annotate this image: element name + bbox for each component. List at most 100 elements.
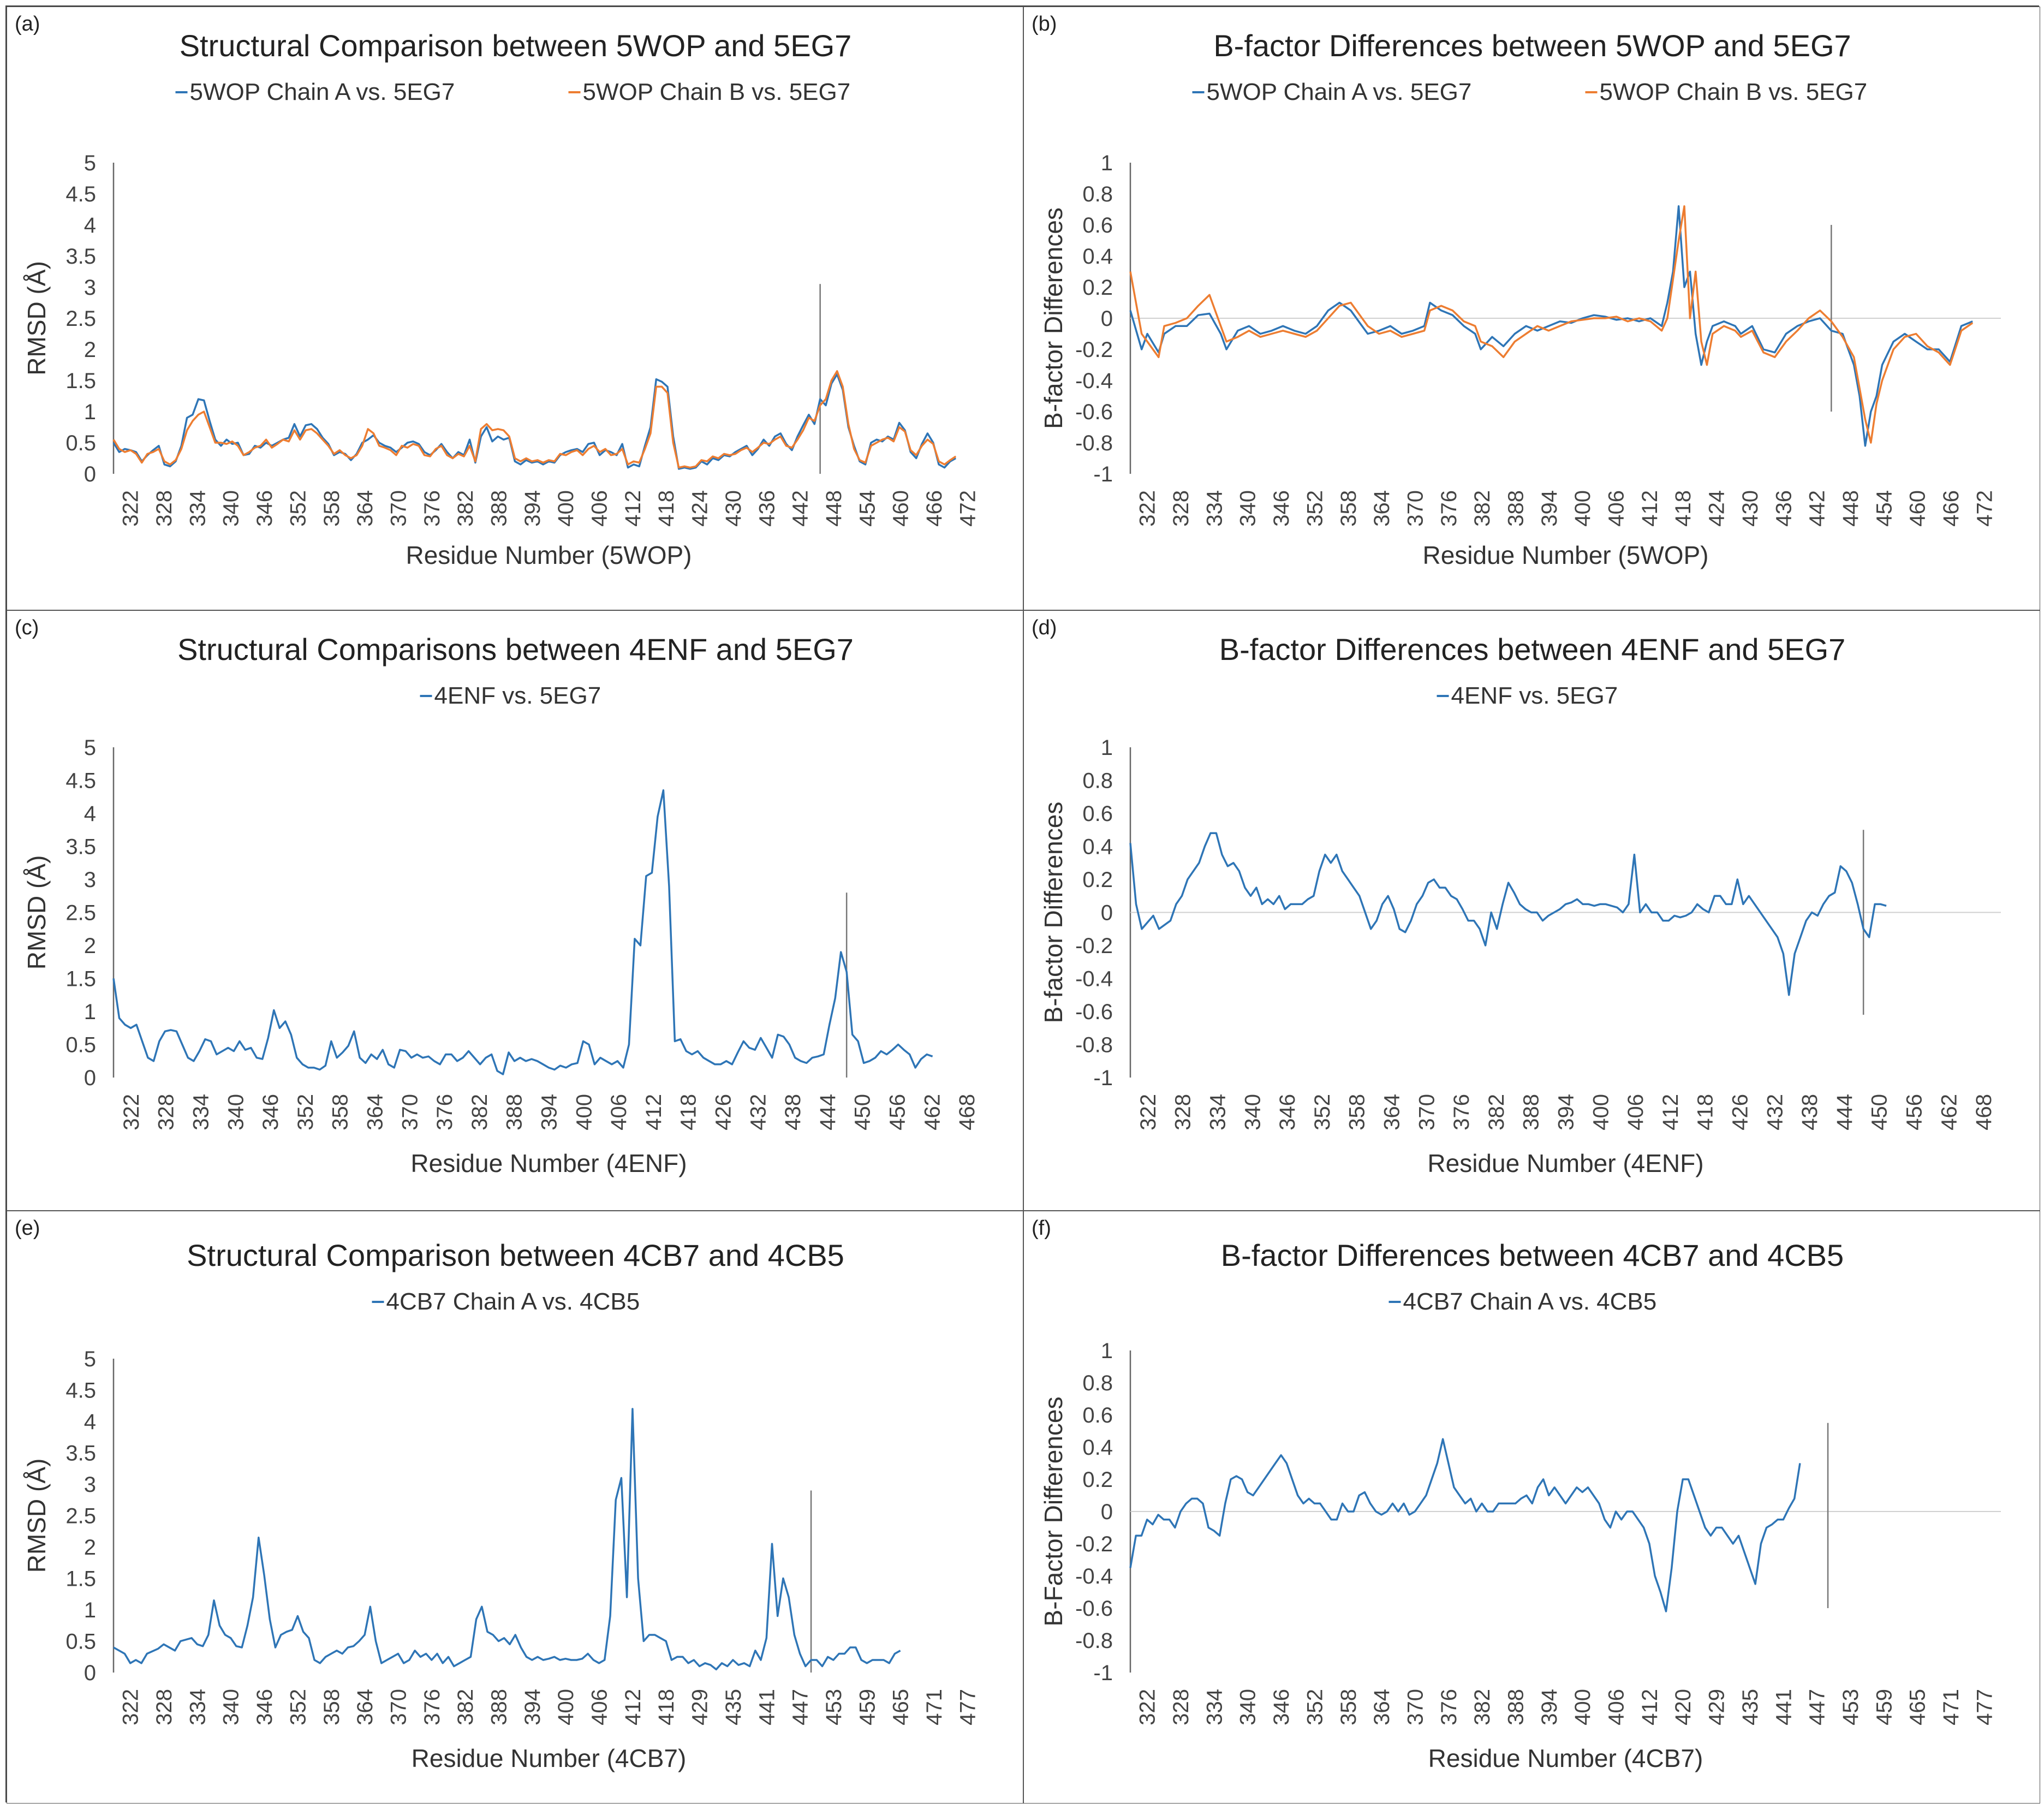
chart-title: B-factor Differences between 5WOP and 5E… bbox=[1213, 28, 1851, 63]
x-tick-label: 400 bbox=[1571, 490, 1595, 527]
y-tick-label: 0.2 bbox=[1082, 276, 1113, 300]
x-tick-label: 468 bbox=[1972, 1094, 1996, 1130]
x-tick-label: 346 bbox=[253, 490, 277, 527]
x-tick-label: 429 bbox=[1705, 1689, 1729, 1725]
series-line bbox=[112, 370, 957, 469]
x-tick-label: 352 bbox=[1303, 1689, 1327, 1725]
x-tick-label: 460 bbox=[889, 490, 913, 527]
x-axis-label: Residue Number (5WOP) bbox=[1422, 541, 1708, 569]
chart-d: B-factor Differences between 4ENF and 5E… bbox=[1039, 632, 2001, 1177]
x-tick-label: 400 bbox=[554, 1689, 578, 1725]
chart-title: Structural Comparisons between 4ENF and … bbox=[177, 632, 854, 667]
y-tick-label: 2 bbox=[84, 338, 96, 362]
x-axis-label: Residue Number (4CB7) bbox=[412, 1744, 687, 1772]
y-tick-label: 1 bbox=[1101, 736, 1113, 760]
y-tick-label: 3 bbox=[84, 276, 96, 300]
y-tick-label: 3.5 bbox=[65, 245, 96, 269]
chart-title: Structural Comparison between 4CB7 and 4… bbox=[187, 1238, 844, 1272]
y-axis-label: RMSD (Å) bbox=[22, 1459, 51, 1573]
x-tick-label: 412 bbox=[1638, 490, 1662, 527]
x-axis-label: Residue Number (4ENF) bbox=[410, 1149, 687, 1177]
x-axis-label: Residue Number (4CB7) bbox=[1428, 1744, 1703, 1772]
y-tick-label: 2.5 bbox=[65, 901, 96, 925]
x-tick-label: 430 bbox=[722, 490, 746, 527]
y-tick-label: 4 bbox=[84, 802, 96, 826]
x-tick-label: 364 bbox=[1370, 490, 1394, 527]
y-axis-label: B-factor Differences bbox=[1039, 802, 1068, 1023]
x-tick-label: 466 bbox=[922, 490, 946, 527]
x-tick-label: 412 bbox=[642, 1094, 666, 1130]
y-tick-label: 2 bbox=[84, 1536, 96, 1560]
y-tick-label: 0 bbox=[1101, 307, 1113, 331]
x-tick-label: 334 bbox=[189, 1094, 213, 1130]
panel-label: (d) bbox=[1032, 616, 1057, 639]
y-tick-label: 4 bbox=[84, 1410, 96, 1434]
x-tick-label: 328 bbox=[1169, 1689, 1193, 1725]
y-tick-label: 5 bbox=[84, 736, 96, 760]
x-tick-label: 447 bbox=[789, 1689, 813, 1725]
x-tick-label: 394 bbox=[538, 1094, 562, 1130]
x-tick-label: 328 bbox=[152, 490, 176, 527]
y-tick-label: 0.4 bbox=[1082, 1436, 1113, 1460]
y-tick-label: 1 bbox=[1101, 1339, 1113, 1363]
x-tick-label: 448 bbox=[822, 490, 846, 527]
figure-grid: (a) Structural Comparison between 5WOP a… bbox=[5, 5, 2040, 1804]
y-tick-label: -0.6 bbox=[1075, 1597, 1113, 1621]
x-tick-label: 382 bbox=[1470, 1689, 1494, 1725]
x-tick-label: 426 bbox=[1729, 1094, 1753, 1130]
x-tick-label: 447 bbox=[1805, 1689, 1830, 1725]
x-tick-label: 394 bbox=[521, 1689, 545, 1725]
y-tick-label: 0.4 bbox=[1082, 245, 1113, 269]
y-tick-label: 0.8 bbox=[1082, 769, 1113, 793]
series-line bbox=[112, 789, 933, 1075]
series-line bbox=[1129, 205, 1973, 447]
x-tick-label: 376 bbox=[1437, 1689, 1461, 1725]
legend-entry: 5WOP Chain B vs. 5EG7 bbox=[1600, 79, 1868, 105]
x-tick-label: 370 bbox=[386, 490, 410, 527]
x-tick-label: 370 bbox=[1415, 1094, 1439, 1130]
y-tick-label: 3 bbox=[84, 868, 96, 892]
y-tick-label: 0 bbox=[1101, 1500, 1113, 1524]
y-tick-label: -0.4 bbox=[1075, 967, 1113, 991]
legend-entry: 4ENF vs. 5EG7 bbox=[1451, 682, 1618, 709]
panel-b: (b) B-factor Differences between 5WOP an… bbox=[1023, 7, 2040, 610]
x-tick-label: 412 bbox=[1659, 1094, 1683, 1130]
x-tick-label: 406 bbox=[588, 1689, 612, 1725]
y-tick-label: 3 bbox=[84, 1473, 96, 1497]
x-tick-label: 465 bbox=[889, 1689, 913, 1725]
x-tick-label: 376 bbox=[1437, 490, 1461, 527]
x-tick-label: 456 bbox=[1903, 1094, 1927, 1130]
legend-entry: 5WOP Chain B vs. 5EG7 bbox=[583, 79, 851, 105]
x-tick-label: 388 bbox=[503, 1094, 527, 1130]
x-tick-label: 400 bbox=[1589, 1094, 1613, 1130]
chart-f: B-factor Differences between 4CB7 and 4C… bbox=[1039, 1238, 2001, 1772]
y-tick-label: 0.6 bbox=[1082, 213, 1113, 237]
y-axis-label: RMSD (Å) bbox=[22, 261, 51, 376]
x-axis-label: Residue Number (5WOP) bbox=[406, 541, 692, 569]
x-tick-label: 358 bbox=[1345, 1094, 1369, 1130]
x-tick-label: 352 bbox=[1310, 1094, 1334, 1130]
x-tick-label: 358 bbox=[320, 1689, 344, 1725]
y-tick-label: 2.5 bbox=[65, 1504, 96, 1528]
x-tick-label: 450 bbox=[1868, 1094, 1892, 1130]
x-tick-label: 459 bbox=[855, 1689, 879, 1725]
x-tick-label: 429 bbox=[688, 1689, 712, 1725]
y-axis-label: B-Factor Differences bbox=[1039, 1397, 1068, 1627]
legend-entry: 4CB7 Chain A vs. 4CB5 bbox=[1403, 1288, 1657, 1315]
panel-f: (f) B-factor Differences between 4CB7 an… bbox=[1023, 1211, 2040, 1804]
y-tick-label: -0.2 bbox=[1075, 338, 1113, 362]
legend-entry: 5WOP Chain A vs. 5EG7 bbox=[1207, 79, 1472, 105]
x-tick-label: 388 bbox=[487, 490, 511, 527]
y-tick-label: 4.5 bbox=[65, 769, 96, 793]
x-tick-label: 328 bbox=[1171, 1094, 1195, 1130]
x-tick-label: 370 bbox=[386, 1689, 410, 1725]
x-tick-label: 418 bbox=[654, 490, 678, 527]
y-tick-label: -1 bbox=[1093, 1066, 1113, 1090]
y-tick-label: -0.8 bbox=[1075, 431, 1113, 455]
panel-label: (a) bbox=[15, 13, 40, 35]
x-tick-label: 352 bbox=[1303, 490, 1327, 527]
x-tick-label: 412 bbox=[1638, 1689, 1662, 1725]
x-tick-label: 436 bbox=[755, 490, 779, 527]
y-tick-label: 0 bbox=[84, 1066, 96, 1090]
x-tick-label: 465 bbox=[1906, 1689, 1930, 1725]
